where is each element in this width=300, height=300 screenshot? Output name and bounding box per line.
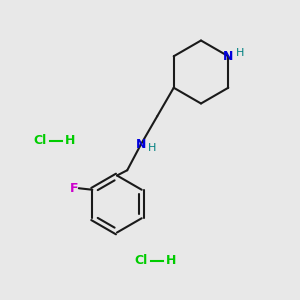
- Text: H: H: [236, 48, 244, 58]
- Text: H: H: [65, 134, 76, 148]
- Text: H: H: [148, 143, 156, 153]
- Text: N: N: [136, 138, 146, 151]
- Text: H: H: [166, 254, 176, 268]
- Text: Cl: Cl: [134, 254, 148, 268]
- Text: N: N: [223, 50, 233, 63]
- Text: Cl: Cl: [34, 134, 47, 148]
- Text: F: F: [70, 182, 79, 195]
